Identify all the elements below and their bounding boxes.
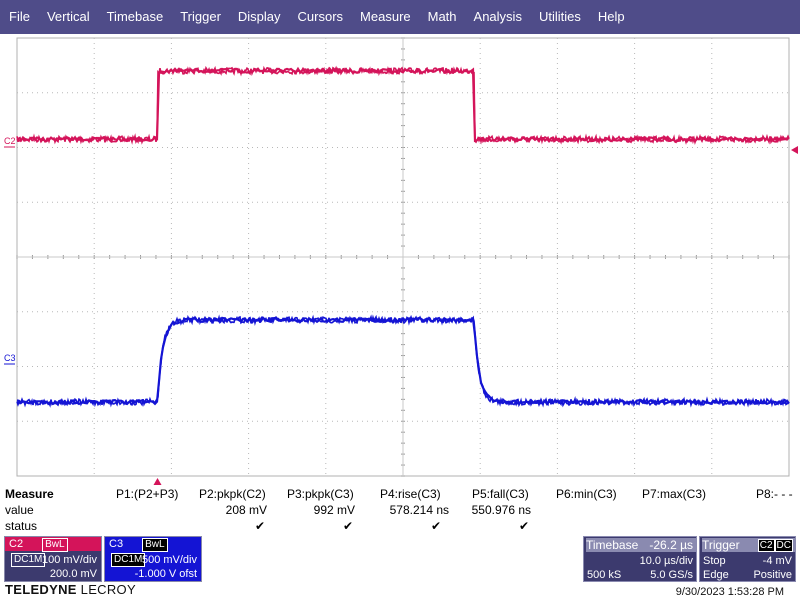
measure-param-3-status-check-icon: ✔ bbox=[343, 519, 354, 533]
timebase-label: Timebase bbox=[586, 538, 639, 552]
menu-file[interactable]: File bbox=[9, 9, 30, 24]
trigger-descriptor[interactable]: Trigger C2 DC Stop -4 mV Edge Positive bbox=[699, 536, 796, 582]
measure-param-3-name[interactable]: P3:pkpk(C3) bbox=[287, 487, 354, 501]
measure-status-label: status bbox=[5, 519, 38, 533]
menu-help[interactable]: Help bbox=[597, 9, 625, 24]
channel-c3-label: C3 bbox=[109, 538, 124, 550]
measure-param-4-status-check-icon: ✔ bbox=[431, 519, 442, 533]
measure-param-5-value: 550.976 ns bbox=[471, 503, 531, 517]
measure-param-5-name[interactable]: P5:fall(C3) bbox=[472, 487, 529, 501]
trigger-mode: Stop bbox=[703, 555, 726, 567]
trigger-type: Edge bbox=[703, 569, 729, 581]
menu-cursors[interactable]: Cursors bbox=[297, 9, 344, 24]
brand-sub: LECROY bbox=[80, 582, 136, 597]
measure-param-6-name[interactable]: P6:min(C3) bbox=[556, 487, 617, 501]
measure-param-2-name[interactable]: P2:pkpk(C2) bbox=[199, 487, 266, 501]
menu-measure[interactable]: Measure bbox=[360, 9, 411, 24]
waveform-c2-band bbox=[16, 66, 790, 144]
measure-param-2-value: 208 mV bbox=[225, 503, 267, 517]
channel-c2-tag-coupling: DC1M bbox=[11, 553, 46, 567]
measure-title: Measure bbox=[5, 487, 54, 501]
menu-bar: File Vertical Timebase Trigger Display Cursor… bbox=[0, 0, 800, 34]
scope-display[interactable]: C2 C3 bbox=[0, 34, 800, 486]
channel-c3-header: C3 BwLDC1M bbox=[105, 537, 201, 567]
channel-c2-header: C2 BwLDC1M bbox=[5, 537, 101, 567]
trigger-coupling: DC bbox=[774, 539, 793, 552]
measure-status-row: status ✔ ✔ ✔ ✔ bbox=[0, 518, 800, 534]
status-bar: C2 BwLDC1M 100 mV/div 200.0 mV C3 BwLDC1… bbox=[0, 534, 800, 600]
menu-analysis[interactable]: Analysis bbox=[473, 9, 522, 24]
channel-c2-label: C2 bbox=[9, 538, 24, 550]
trigger-level-arrow-icon bbox=[791, 146, 798, 154]
menu-timebase[interactable]: Timebase bbox=[106, 9, 164, 24]
channel-c3-descriptor[interactable]: C3 BwLDC1M 500 mV/div -1.000 V ofst bbox=[104, 536, 202, 582]
channel-c2-tag-bwl: BwL bbox=[42, 538, 68, 552]
waveform-canvas[interactable]: C2 C3 bbox=[0, 34, 800, 486]
brand-logo: TELEDYNE LECROY bbox=[5, 582, 136, 597]
brand-name: TELEDYNE bbox=[5, 582, 77, 597]
measure-param-1-name[interactable]: P1:(P2+P3) bbox=[116, 487, 179, 501]
channel-c3-vdiv: 500 mV/div bbox=[141, 554, 197, 566]
channel-c3-marker: C3 bbox=[4, 353, 16, 363]
trigger-time-marker-icon bbox=[153, 478, 162, 485]
measure-param-4-name[interactable]: P4:rise(C3) bbox=[380, 487, 441, 501]
channel-c3-offset: -1.000 V ofst bbox=[134, 568, 197, 580]
measure-header-row: Measure P1:(P2+P3) P2:pkpk(C2) P3:pkpk(C3)… bbox=[0, 486, 800, 502]
channel-c2-descriptor[interactable]: C2 BwLDC1M 100 mV/div 200.0 mV bbox=[4, 536, 102, 582]
menu-math[interactable]: Math bbox=[427, 9, 457, 24]
measure-table[interactable]: Measure P1:(P2+P3) P2:pkpk(C2) P3:pkpk(C3)… bbox=[0, 486, 800, 534]
measure-param-4-value: 578.214 ns bbox=[389, 503, 449, 517]
channel-c2-offset: 200.0 mV bbox=[49, 568, 97, 580]
measure-param-3-value: 992 mV bbox=[313, 503, 355, 517]
timebase-descriptor[interactable]: Timebase -26.2 µs 10.0 µs/div 500 kS 5.0… bbox=[583, 536, 697, 582]
measure-value-row: value 208 mV 992 mV 578.214 ns 550.976 ns bbox=[0, 502, 800, 518]
measure-param-2-status-check-icon: ✔ bbox=[255, 519, 266, 533]
measure-param-7-name[interactable]: P7:max(C3) bbox=[642, 487, 707, 501]
timebase-samples: 500 kS bbox=[587, 569, 622, 581]
trigger-label: Trigger bbox=[702, 538, 740, 552]
channel-c3-tag-bwl: BwL bbox=[142, 538, 168, 552]
menu-vertical[interactable]: Vertical bbox=[46, 9, 90, 24]
channel-c2-vdiv: 100 mV/div bbox=[41, 554, 97, 566]
channel-c2-marker: C2 bbox=[4, 136, 16, 146]
timebase-rate: 5.0 GS/s bbox=[650, 569, 693, 581]
channel-c3-tag-coupling: DC1M bbox=[111, 553, 146, 567]
menu-display[interactable]: Display bbox=[237, 9, 281, 24]
measure-value-label: value bbox=[5, 503, 34, 517]
measure-param-8-name[interactable]: P8:- - - bbox=[756, 487, 793, 501]
trigger-slope: Positive bbox=[753, 569, 792, 581]
trigger-header: Trigger C2 DC bbox=[702, 538, 795, 552]
waveform-c3-band bbox=[16, 315, 790, 407]
timebase-delay: -26.2 µs bbox=[649, 538, 693, 552]
timebase-header: Timebase -26.2 µs bbox=[586, 538, 696, 552]
menu-utilities[interactable]: Utilities bbox=[538, 9, 581, 24]
trigger-source: C2 bbox=[757, 539, 775, 552]
menu-trigger[interactable]: Trigger bbox=[180, 9, 221, 24]
trigger-level: -4 mV bbox=[762, 555, 792, 567]
timestamp: 9/30/2023 1:53:28 PM bbox=[675, 586, 784, 598]
timebase-tdiv: 10.0 µs/div bbox=[639, 555, 693, 567]
measure-param-5-status-check-icon: ✔ bbox=[519, 519, 530, 533]
